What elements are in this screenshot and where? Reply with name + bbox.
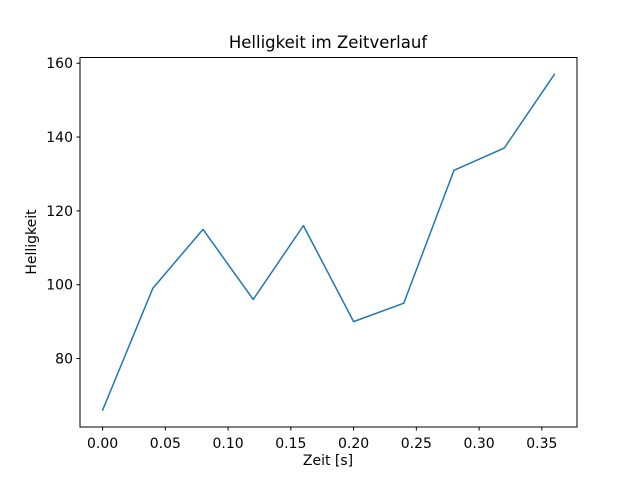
x-tick-label: 0.05 <box>150 436 181 452</box>
y-tick-label: 100 <box>46 278 73 294</box>
x-tick-label: 0.00 <box>87 436 118 452</box>
y-tick-label: 140 <box>46 130 73 146</box>
x-axis-ticks: 0.00 0.05 0.10 0.15 0.20 0.25 0.30 0.35 <box>87 427 557 452</box>
y-axis-label: Helligkeit <box>24 209 40 275</box>
y-tick-label: 120 <box>46 204 73 220</box>
x-tick-label: 0.10 <box>213 436 244 452</box>
x-axis-label: Zeit [s] <box>303 453 353 469</box>
x-tick-label: 0.15 <box>275 436 306 452</box>
y-tick-label: 160 <box>46 56 73 72</box>
x-tick-label: 0.20 <box>338 436 369 452</box>
data-line <box>101 73 556 411</box>
plot-area <box>79 57 578 428</box>
x-tick-label: 0.25 <box>401 436 432 452</box>
chart-title: Helligkeit im Zeitverlauf <box>229 33 428 52</box>
x-tick-label: 0.30 <box>464 436 495 452</box>
y-tick-label: 80 <box>55 352 73 368</box>
y-axis-ticks: 80 100 120 140 160 <box>46 56 80 368</box>
x-tick-label: 0.35 <box>526 436 557 452</box>
